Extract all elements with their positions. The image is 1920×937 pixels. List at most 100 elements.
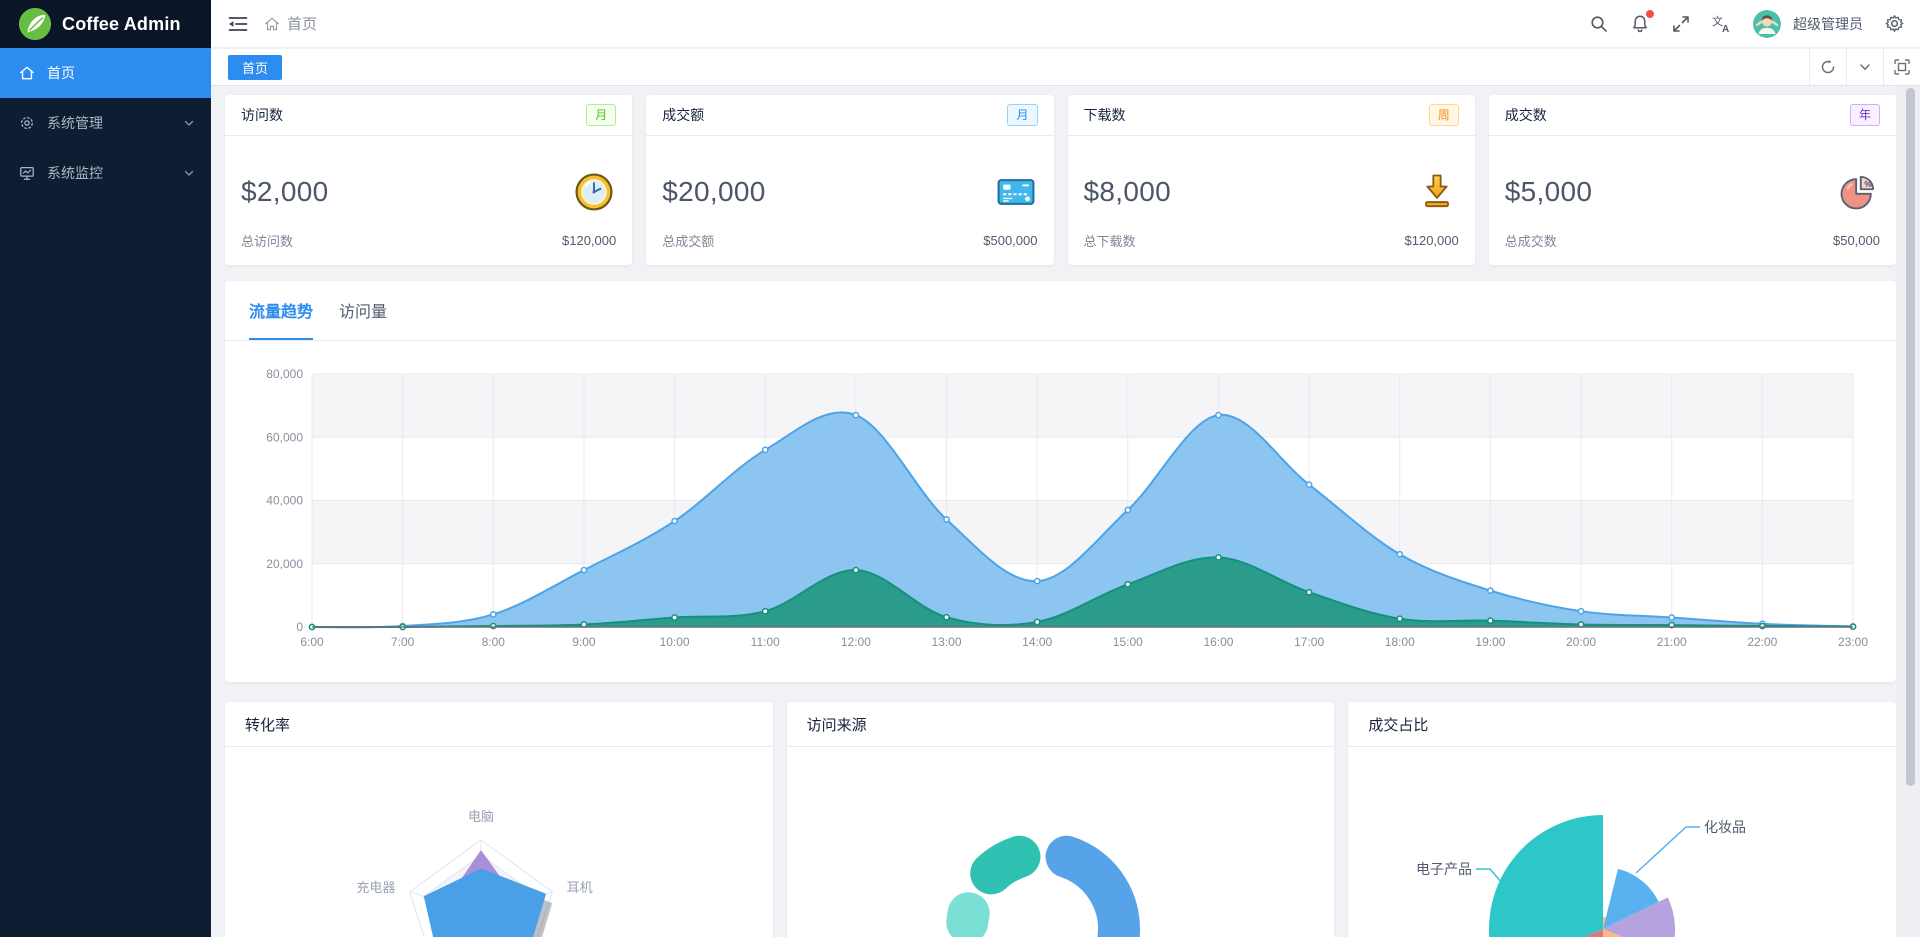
svg-text:19:00: 19:00 <box>1475 635 1505 649</box>
svg-text:13:00: 13:00 <box>932 635 962 649</box>
pie-percent-icon: % <box>1840 175 1875 209</box>
sidebar-item-label: 首页 <box>47 65 75 81</box>
svg-text:8:00: 8:00 <box>482 635 506 649</box>
panel-title: 成交占比 <box>1368 716 1429 734</box>
credit-card-icon <box>997 178 1034 205</box>
tab-traffic-trend[interactable]: 流量趋势 <box>249 281 314 340</box>
notification-badge-dot <box>1646 9 1654 18</box>
route-tabs-bar: 首页 <box>211 49 1920 86</box>
stat-footer-value: $500,000 <box>983 233 1038 248</box>
svg-text:0: 0 <box>296 620 303 634</box>
period-badge: 周 <box>1428 104 1459 126</box>
panel-title: 访问来源 <box>806 716 867 734</box>
page-scrollbar-thumb[interactable] <box>1906 88 1915 786</box>
clock-icon <box>575 172 613 211</box>
user-avatar[interactable] <box>1753 9 1781 38</box>
sidebar-item-system-monitor[interactable]: 系统监控 <box>0 148 211 198</box>
fullscreen-icon[interactable] <box>1671 14 1691 34</box>
svg-text:17:00: 17:00 <box>1294 635 1324 649</box>
stat-footer-value: $120,000 <box>562 233 617 248</box>
svg-text:23:00: 23:00 <box>1838 635 1868 649</box>
svg-text:A: A <box>1722 24 1729 34</box>
svg-text:60,000: 60,000 <box>266 430 303 444</box>
stat-card-downloads: 下载数 周 $8,000 <box>1067 95 1475 265</box>
stat-card-title: 下载数 <box>1083 107 1126 123</box>
sidebar: Coffee Admin 首页 系统管理 <box>0 0 211 937</box>
stat-card-visits: 访问数 月 $2,000 总访问数 $120,000 <box>225 95 633 265</box>
svg-text:9:00: 9:00 <box>572 635 596 649</box>
sidebar-item-system-admin[interactable]: 系统管理 <box>0 98 211 148</box>
monitor-icon <box>20 167 34 180</box>
collapse-sidebar-icon[interactable] <box>228 14 248 34</box>
notifications-bell-icon[interactable] <box>1630 9 1654 34</box>
svg-text:15:00: 15:00 <box>1113 635 1143 649</box>
stat-value: $2,000 <box>241 175 329 207</box>
svg-text:6:00: 6:00 <box>300 635 324 649</box>
route-tab-home[interactable]: 首页 <box>228 54 283 80</box>
stat-cards-row: 访问数 月 $2,000 总访问数 $120,000 <box>225 95 1896 265</box>
conversion-rate-panel: 转化率 电脑 耳机 充电器 <box>225 702 773 937</box>
stat-footer-label: 总访问数 <box>241 234 294 249</box>
svg-text:22:00: 22:00 <box>1747 635 1777 649</box>
tab-visits[interactable]: 访问量 <box>339 303 388 321</box>
tabs-menu-chevron-down-icon[interactable] <box>1846 49 1883 85</box>
sidebar-item-home[interactable]: 首页 <box>0 48 211 98</box>
home-icon <box>265 17 279 30</box>
page-scrollbar-track[interactable] <box>1896 86 1920 937</box>
traffic-trend-panel: 流量趋势 访问量 0 20,000 40,000 60,000 80,000 6:00 7:… <box>225 281 1896 682</box>
stat-card-title: 成交额 <box>662 107 705 123</box>
sidebar-item-label: 系统监控 <box>47 165 103 181</box>
svg-text:11:00: 11:00 <box>751 635 780 649</box>
panel-title: 转化率 <box>245 716 291 734</box>
refresh-icon[interactable] <box>1809 49 1846 85</box>
svg-text:80,000: 80,000 <box>266 367 303 381</box>
period-badge: 年 <box>1849 104 1880 126</box>
traffic-trend-area-chart[interactable]: 0 20,000 40,000 60,000 80,000 6:00 7:00 8:00 9:0… <box>225 341 1896 681</box>
svg-text:化妆品: 化妆品 <box>1704 819 1746 835</box>
svg-text:10:00: 10:00 <box>660 635 690 649</box>
svg-text:12:00: 12:00 <box>841 635 871 649</box>
breadcrumb-label: 首页 <box>287 16 318 33</box>
period-badge: 月 <box>586 104 617 126</box>
download-icon <box>1424 174 1449 207</box>
stat-card-deal-count: 成交数 年 $5,000 % 总成交数 $50,000 <box>1488 95 1896 265</box>
home-icon <box>20 66 34 80</box>
stat-footer-label: 总成交额 <box>662 234 715 249</box>
stat-footer-label: 总成交数 <box>1504 234 1557 249</box>
translate-icon[interactable]: 文 A <box>1712 14 1732 34</box>
stat-footer-value: $120,000 <box>1404 233 1459 248</box>
stat-card-title: 访问数 <box>241 107 283 123</box>
username-label[interactable]: 超级管理员 <box>1793 15 1863 32</box>
breadcrumb[interactable]: 首页 <box>264 13 317 34</box>
svg-text:耳机: 耳机 <box>567 880 593 895</box>
period-badge: 月 <box>1007 104 1038 126</box>
svg-text:电子产品: 电子产品 <box>1416 861 1472 877</box>
app-title: Coffee Admin <box>62 13 181 34</box>
svg-text:16:00: 16:00 <box>1203 635 1233 649</box>
sidebar-item-label: 系统管理 <box>47 115 103 131</box>
search-icon[interactable] <box>1589 14 1609 34</box>
stat-card-deal-amount: 成交额 月 $20,000 总成交额 $500, <box>646 95 1054 265</box>
svg-text:充电器: 充电器 <box>356 880 395 895</box>
top-navbar: 首页 <box>211 0 1920 48</box>
main-content: 访问数 月 $2,000 总访问数 $120,000 <box>211 86 1920 937</box>
stat-footer-value: $50,000 <box>1833 233 1880 248</box>
visit-source-donut-chart[interactable] <box>787 747 1335 937</box>
expand-content-icon[interactable] <box>1883 49 1920 85</box>
svg-text:40,000: 40,000 <box>266 494 303 508</box>
stat-footer-label: 总下载数 <box>1083 234 1136 249</box>
visit-source-panel: 访问来源 <box>786 702 1335 937</box>
trend-tabs: 流量趋势 访问量 <box>225 281 1896 341</box>
settings-gear-icon[interactable] <box>1884 14 1904 34</box>
stat-value: $20,000 <box>662 175 766 207</box>
sidebar-menu: 首页 系统管理 系统监控 <box>0 48 211 198</box>
deal-share-panel: 成交占比 化妆品电子产品 <box>1348 702 1897 937</box>
chevron-down-icon <box>184 170 194 176</box>
svg-text:20,000: 20,000 <box>266 557 303 571</box>
svg-text:18:00: 18:00 <box>1385 635 1415 649</box>
svg-text:文: 文 <box>1712 14 1723 28</box>
svg-text:7:00: 7:00 <box>391 635 415 649</box>
svg-text:20:00: 20:00 <box>1566 635 1596 649</box>
